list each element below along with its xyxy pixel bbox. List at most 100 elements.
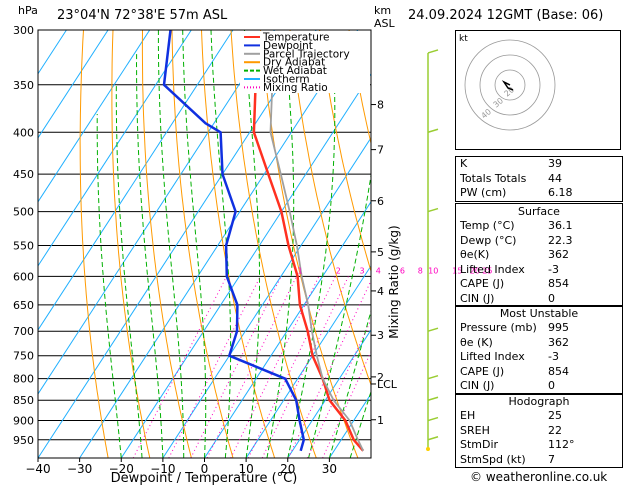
isotherm-line [204, 200, 371, 458]
km-tick-label: 6 [377, 195, 384, 208]
legend-label: Parcel Trajectory [263, 48, 350, 60]
pressure-tick-label: 850 [13, 394, 34, 407]
dry-adiabat-line [230, 30, 317, 458]
hodograph-trace [501, 80, 514, 91]
legend-label: Wet Adiabat [263, 65, 327, 77]
wet-adiabat-line [308, 172, 371, 458]
isotherm-line [120, 72, 371, 458]
stat-row: Dewp (°C) 22.3 [460, 233, 573, 247]
km-tick-label: 8 [377, 99, 384, 112]
hodograph-table: Hodograph EH 25 SREH 22 StmDir 112° StmSpd … [455, 393, 623, 468]
wet-adiabat-line [135, 52, 164, 458]
isotherm-line [162, 136, 371, 458]
dry-adiabat-line [319, 30, 371, 273]
isotherm-line [38, 30, 234, 331]
pressure-tick-label: 650 [13, 299, 34, 312]
pressure-tick-label: 750 [13, 350, 34, 363]
stat-row: CIN (J) 0 [460, 291, 555, 305]
legend-box [240, 31, 370, 93]
dry-adiabat-line [111, 30, 151, 458]
stat-row: CIN (J) 0 [460, 379, 555, 392]
hodograph-title: Hodograph [508, 395, 570, 408]
mixing-ratio-line [230, 276, 320, 458]
x-tick-label: −40 [25, 462, 50, 476]
series-dewpoint [162, 30, 306, 452]
stat-row: Lifted Index -3 [460, 350, 559, 363]
pressure-tick-label: 550 [13, 239, 34, 252]
wind-barb [427, 49, 439, 54]
stat-row: StmSpd (kt) 7 [460, 452, 555, 466]
hodograph-ring [479, 54, 541, 116]
mixing-ratio-label: 20 [470, 266, 480, 275]
series-parcel-trajectory [269, 84, 365, 452]
pressure-tick-label: 400 [13, 126, 34, 139]
pressure-tick-label: 800 [13, 373, 34, 386]
stat-row: θe (K) 362 [460, 335, 569, 349]
hodograph-ring [464, 39, 556, 131]
most-unstable-title: Most Unstable [499, 307, 579, 320]
hodograph-unit-label: kt [459, 34, 468, 44]
surface-table: Surface Temp (°C) 36.1 Dewp (°C) 22.3 θe(K… [455, 203, 623, 307]
isotherm-line [38, 30, 192, 267]
km-tick-label: 1 [377, 414, 384, 427]
series-temperature [252, 84, 365, 452]
hodograph-frame [455, 30, 621, 150]
dry-adiabat-line [171, 30, 234, 458]
wind-barb [427, 207, 439, 213]
isotherm-line [38, 30, 151, 203]
y-axis-title: Mixing Ratio (g/kg) [387, 225, 401, 338]
wind-barb [427, 327, 439, 332]
km-tick-label: 7 [377, 144, 384, 157]
stat-row: StmDir 112° [460, 438, 575, 451]
pressure-tick-label: 700 [13, 325, 34, 338]
station-title: 23°04'N 72°38'E 57m ASL [57, 8, 228, 23]
hodograph-ring [494, 69, 526, 101]
mixing-ratio-label: 10 [428, 266, 438, 275]
x-tick-label: −30 [67, 462, 92, 476]
surface-title: Surface [518, 205, 560, 218]
km-tick-label: 5 [377, 246, 384, 259]
stat-row: Lifted Index -3 [460, 262, 559, 276]
copyright-text: © weatheronline.co.uk [470, 470, 608, 484]
wet-adiabat-line [182, 30, 207, 458]
mixing-ratio-label: 15 [452, 266, 462, 275]
wet-adiabat-line [328, 309, 371, 458]
pressure-tick-label: 500 [13, 206, 34, 219]
most-unstable-table: Most Unstable Pressure (mb) 995 θe (K) 362… [455, 305, 623, 395]
km-tick-label: LCL [377, 378, 398, 391]
stat-row: K 39 [460, 157, 562, 170]
stat-row: SREH 22 [460, 423, 562, 437]
mixing-ratio-line [247, 276, 336, 458]
isotherm-line [38, 30, 275, 395]
datetime-title: 24.09.2024 12GMT (Base: 06) [408, 8, 604, 23]
legend-label: Dewpoint [263, 40, 313, 52]
stat-row: CAPE (J) 854 [460, 277, 569, 290]
stat-row: θe(K) 362 [460, 248, 569, 261]
mixing-ratio-line [206, 276, 297, 458]
mixing-ratio-line [287, 279, 371, 458]
wind-barb [427, 128, 439, 133]
stat-row: Totals Totals 44 [460, 171, 562, 185]
wet-adiabat-line [157, 30, 185, 458]
pressure-tick-label: 300 [13, 24, 34, 37]
pressure-tick-label: 450 [13, 168, 34, 181]
wind-barb [427, 436, 439, 441]
stat-row: Pressure (mb) 995 [460, 321, 569, 334]
mixing-ratio-line [168, 276, 261, 458]
isotherm-line [287, 329, 371, 458]
wet-adiabat-line [115, 84, 143, 458]
x-tick-label: 10 [238, 462, 253, 476]
pressure-tick-label: 900 [13, 415, 34, 428]
wind-barb [427, 374, 439, 380]
isotherm-line [38, 30, 109, 139]
dry-adiabat-line [201, 30, 276, 458]
mixing-ratio-label: 4 [376, 266, 381, 275]
x-tick-label: −20 [109, 462, 134, 476]
mixing-ratio-label: 8 [418, 266, 423, 275]
mixing-ratio-line [261, 276, 349, 458]
wet-adiabat-line [266, 30, 295, 458]
x-tick-label: 20 [280, 462, 295, 476]
mixing-ratio-label: 6 [400, 266, 405, 275]
stat-row: Temp (°C) 36.1 [460, 219, 573, 232]
